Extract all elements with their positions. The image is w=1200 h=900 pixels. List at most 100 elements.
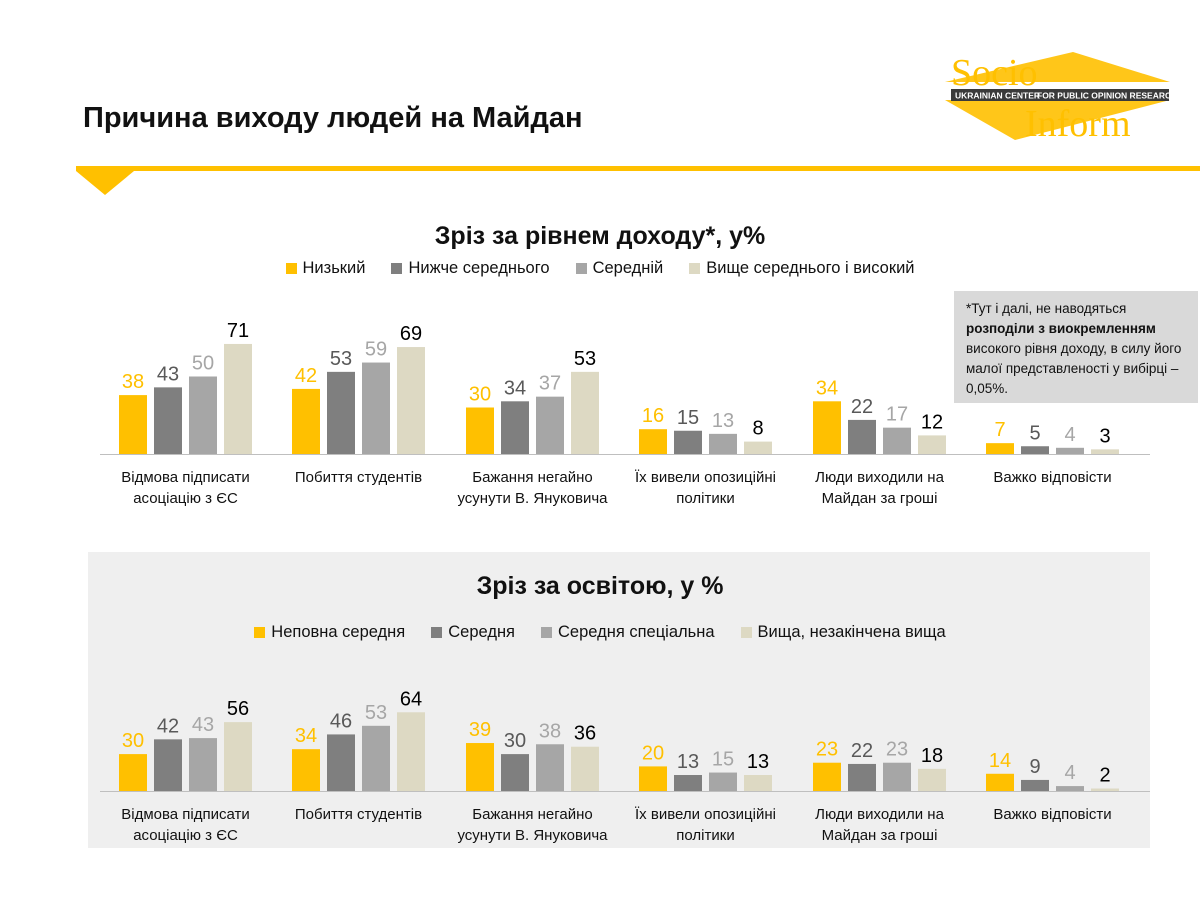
- legend-label: Низький: [302, 259, 366, 277]
- legend-label: Нижче середнього: [408, 259, 550, 277]
- socioinform-logo: Socio UKRAINIAN CENTER FOR PUBLIC OPINIO…: [945, 52, 1170, 142]
- legend-swatch: [285, 263, 297, 274]
- category-label: Люди виходили на: [815, 806, 944, 823]
- legend-label: Середня спеціальна: [558, 623, 715, 641]
- data-label: 14: [989, 750, 1011, 772]
- data-label: 42: [157, 715, 179, 737]
- footnote-line-3: високого рівня доходу, в силу його малої…: [966, 341, 1182, 396]
- legend-swatch: [431, 627, 443, 638]
- bar: [189, 738, 217, 791]
- data-label: 23: [816, 739, 838, 761]
- logo-word-top: Socio: [951, 52, 1038, 94]
- bar: [813, 762, 841, 791]
- bar: [501, 754, 529, 791]
- data-label: 5: [1029, 422, 1040, 444]
- data-label: 15: [712, 749, 734, 771]
- bar: [397, 712, 425, 791]
- data-label: 30: [122, 730, 144, 752]
- legend-item: Середня: [431, 623, 515, 642]
- bar: [744, 775, 772, 791]
- data-label: 12: [921, 411, 943, 433]
- bar: [154, 387, 182, 454]
- data-label: 71: [227, 320, 249, 342]
- category-label: Побиття студентів: [295, 806, 422, 823]
- data-label: 46: [330, 710, 352, 732]
- footnote-line-1: *Тут і далі, не наводяться: [966, 301, 1127, 316]
- category-label: Люди виходили на: [815, 469, 944, 486]
- bar: [292, 749, 320, 791]
- education-chart-title: Зріз за освітою, у %: [476, 572, 724, 600]
- legend-swatch: [254, 627, 266, 638]
- legend-swatch: [391, 263, 403, 274]
- education-panel: [88, 552, 1150, 848]
- data-label: 15: [677, 407, 699, 429]
- legend-item: Неповна середня: [254, 623, 405, 642]
- bar: [1021, 446, 1049, 454]
- bar: [674, 775, 702, 791]
- bar: [709, 772, 737, 791]
- category-label: Їх вивели опозиційні: [635, 469, 776, 486]
- footnote-box: *Тут і далі, не наводяться розподіли з в…: [954, 291, 1198, 403]
- data-label: 18: [921, 745, 943, 767]
- data-label: 13: [677, 751, 699, 773]
- header-divider: [76, 166, 1200, 171]
- data-label: 7: [994, 419, 1005, 441]
- data-label: 59: [365, 339, 387, 361]
- category-label: асоціацію з ЄС: [133, 490, 238, 507]
- data-label: 56: [227, 698, 249, 720]
- bar: [674, 430, 702, 454]
- logo-word-bottom: Inform: [1025, 103, 1131, 142]
- bar: [813, 401, 841, 454]
- legend-item: Вища, незакінчена вища: [740, 623, 946, 642]
- bar: [224, 343, 252, 454]
- bar: [1056, 786, 1084, 791]
- bar: [918, 435, 946, 454]
- category-label: Майдан за гроші: [822, 827, 938, 844]
- legend-item: Середня спеціальна: [541, 623, 715, 642]
- category-label: політики: [676, 827, 734, 844]
- legend-swatch: [689, 263, 701, 274]
- income-chart-title: Зріз за рівнем доходу*, у%: [434, 222, 766, 250]
- category-label: Важко відповісти: [993, 806, 1111, 823]
- logo-triangle-bottom: [945, 100, 1170, 140]
- category-label: Майдан за гроші: [822, 490, 938, 507]
- bar: [1091, 788, 1119, 791]
- category-label: політики: [676, 490, 734, 507]
- logo-triangle-top: [945, 52, 1170, 82]
- footnote-line-2: розподіли з виокремленням: [966, 321, 1156, 336]
- legend-item: Низький: [285, 259, 366, 278]
- data-label: 53: [330, 348, 352, 370]
- data-label: 22: [851, 396, 873, 418]
- data-label: 3: [1099, 425, 1110, 447]
- data-label: 39: [469, 719, 491, 741]
- bar: [189, 376, 217, 454]
- education-legend: Неповна середня Середня Середня спеціаль…: [0, 623, 1200, 642]
- bar: [639, 429, 667, 454]
- category-label: Важко відповісти: [993, 469, 1111, 486]
- data-label: 38: [539, 720, 561, 742]
- legend-swatch: [575, 263, 587, 274]
- bar: [883, 427, 911, 454]
- bar: [154, 739, 182, 791]
- data-label: 50: [192, 353, 214, 375]
- bar: [848, 419, 876, 454]
- bar: [744, 441, 772, 454]
- bar: [536, 744, 564, 791]
- bar: [571, 746, 599, 791]
- legend-item: Середній: [575, 259, 663, 278]
- bar: [466, 407, 494, 454]
- data-label: 13: [747, 751, 769, 773]
- legend-label: Вище середнього і високий: [706, 259, 915, 277]
- legend-label: Середня: [448, 623, 515, 641]
- legend-swatch: [541, 627, 552, 638]
- category-label: Відмова підписати: [121, 806, 250, 823]
- data-label: 34: [504, 377, 526, 399]
- logo-band-left: UKRAINIAN CENTER: [955, 91, 1040, 101]
- bar: [397, 347, 425, 454]
- data-label: 4: [1064, 762, 1075, 784]
- bar: [292, 388, 320, 454]
- bar: [327, 371, 355, 454]
- data-label: 53: [365, 702, 387, 724]
- data-label: 17: [886, 404, 908, 426]
- data-label: 42: [295, 365, 317, 387]
